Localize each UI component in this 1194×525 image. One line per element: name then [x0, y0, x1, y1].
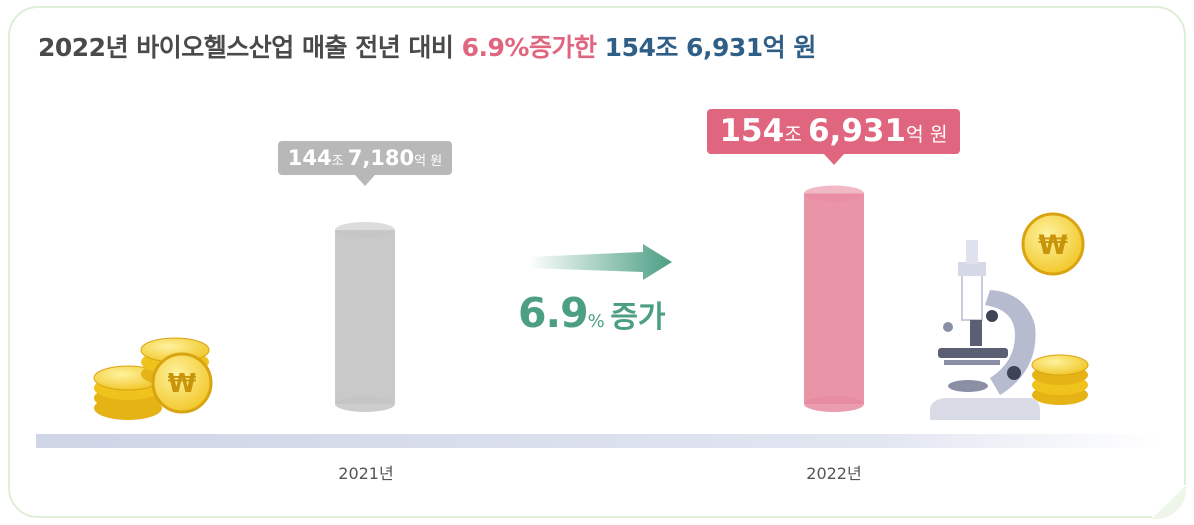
x-axis-band [36, 434, 1160, 448]
title-growth-highlight: 6.9%증가한 [461, 33, 597, 62]
value-label-2021: 144조 7,180억 원 [278, 141, 452, 186]
value-label-2022: 154조 6,931억 원 [707, 109, 960, 165]
coin-stack-icon: ₩ [93, 337, 213, 420]
svg-text:₩: ₩ [168, 369, 197, 399]
microscope-icon [930, 240, 1040, 420]
coin-icon: ₩ [1021, 212, 1085, 276]
x-tick-label-2021: 2021년 [338, 464, 394, 483]
bar-2021 [335, 222, 395, 412]
bars-group [335, 185, 864, 412]
growth-label: 6.9% 증가 [518, 289, 666, 337]
svg-text:₩: ₩ [1038, 230, 1068, 261]
growth-arrow [528, 244, 672, 280]
bar-2022 [804, 185, 864, 412]
coin-stack-small-icon [1031, 354, 1089, 405]
title-amount-highlight: 154조 6,931억 원 [604, 33, 817, 62]
title-prefix: 2022년 바이오헬스산업 매출 전년 대비 [38, 33, 462, 62]
chart-title: 2022년 바이오헬스산업 매출 전년 대비 6.9%증가한 154조 6,93… [38, 28, 816, 64]
x-tick-label-2022: 2022년 [806, 464, 862, 483]
